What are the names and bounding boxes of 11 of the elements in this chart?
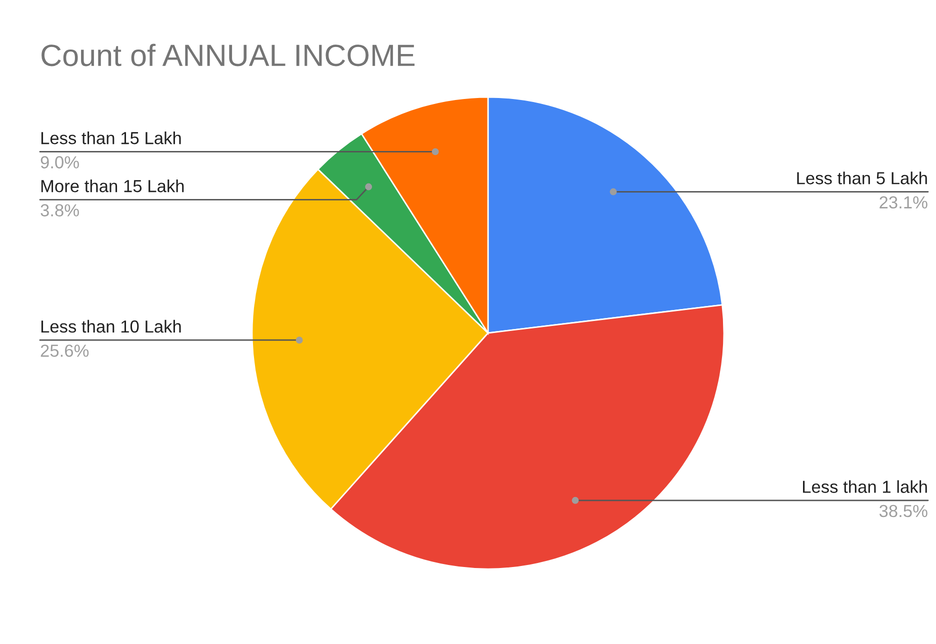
slice-label: Less than 1 lakh <box>802 480 927 493</box>
data-label: 38.5% <box>879 504 928 518</box>
slice-label: Less than 5 Lakh <box>797 172 927 184</box>
slice-label: Less than 15 Lakh <box>41 132 181 144</box>
data-label: 9.0% <box>40 156 79 168</box>
data-label: 3.8% <box>40 204 79 216</box>
data-label: 25.6% <box>40 344 89 357</box>
chart-title: Count of ANNUAL INCOME <box>42 44 415 66</box>
data-label: 23.1% <box>880 196 928 209</box>
slice-label: More than 15 Lakh <box>41 180 184 192</box>
slice-label: Less than 10 Lakh <box>41 320 181 333</box>
